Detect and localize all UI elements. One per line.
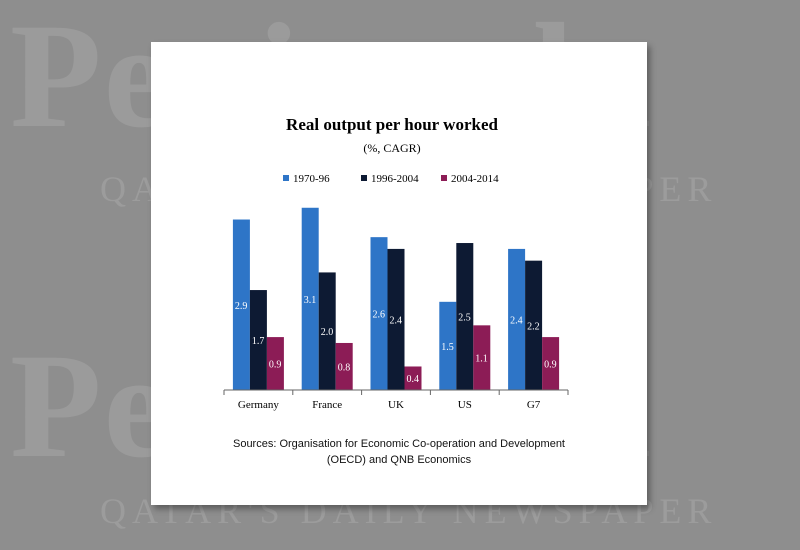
legend-swatch-1: [361, 175, 367, 181]
chart-card: Real output per hour worked (%, CAGR) 19…: [151, 42, 647, 505]
bar-france-0: [301, 207, 319, 390]
legend-label-1: 1996-2004: [371, 173, 419, 185]
x-axis: Germany France UK US G7: [223, 389, 569, 411]
chart-subtitle: (%, CAGR): [363, 141, 420, 155]
bar-france-2: [335, 342, 353, 390]
bar-france-1: [318, 272, 336, 390]
bar-g7-0: [508, 248, 526, 390]
data-label-g7-2: 0.9: [544, 360, 557, 371]
data-label-us-2: 1.1: [475, 354, 488, 365]
data-label-uk-2: 0.4: [407, 374, 420, 385]
data-label-france-0: 3.1: [304, 295, 317, 306]
bar-uk-0: [370, 237, 388, 390]
chart-title: Real output per hour worked: [286, 115, 498, 134]
bar-germany-1: [249, 290, 267, 390]
data-label-uk-0: 2.6: [373, 310, 386, 321]
source-line-1: Sources: Organisation for Economic Co-op…: [232, 438, 565, 450]
bar-germany-0: [232, 219, 250, 390]
legend-swatch-2: [441, 175, 447, 181]
data-label-germany-1: 1.7: [252, 336, 265, 347]
bar-g7-1: [525, 260, 543, 390]
x-tick-label-us: US: [458, 399, 472, 411]
bar-us-1: [456, 243, 474, 390]
data-label-g7-0: 2.4: [510, 315, 522, 326]
data-label-france-1: 2.0: [321, 327, 334, 338]
legend-label-2: 2004-2014: [451, 173, 499, 185]
data-label-us-1: 2.5: [458, 313, 471, 324]
data-label-france-2: 0.8: [338, 362, 351, 373]
legend-label-0: 1970-96: [293, 173, 330, 185]
data-label-us-0: 1.5: [441, 342, 454, 353]
data-label-g7-1: 2.2: [527, 321, 540, 332]
chart-legend: 1970-96 1996-2004 2004-2014: [283, 173, 499, 185]
bar-uk-1: [387, 248, 405, 390]
bars-group: 2.9 1.7 0.9 3.1 2.0 0.8 2.6 2.4 0.4 1.5 2.5 1.1 2.4 2…: [232, 207, 560, 390]
bar-g7-2: [542, 337, 560, 390]
source-note: Sources: Organisation for Economic Co-op…: [151, 436, 647, 468]
bar-us-0: [439, 301, 457, 390]
data-label-uk-1: 2.4: [390, 315, 403, 326]
bar-germany-2: [266, 337, 284, 390]
x-tick-label-g7: G7: [527, 399, 541, 411]
source-line-2: (OECD) and QNB Economics: [326, 454, 472, 466]
data-label-germany-0: 2.9: [235, 301, 248, 312]
x-tick-label-france: France: [312, 399, 342, 411]
data-label-germany-2: 0.9: [269, 360, 282, 371]
bar-chart: Real output per hour worked (%, CAGR) 19…: [223, 115, 569, 411]
x-tick-label-germany: Germany: [238, 399, 279, 411]
bar-us-2: [473, 325, 491, 390]
x-tick-label-uk: UK: [388, 399, 404, 411]
bar-uk-2: [404, 366, 422, 390]
legend-swatch-0: [283, 175, 289, 181]
